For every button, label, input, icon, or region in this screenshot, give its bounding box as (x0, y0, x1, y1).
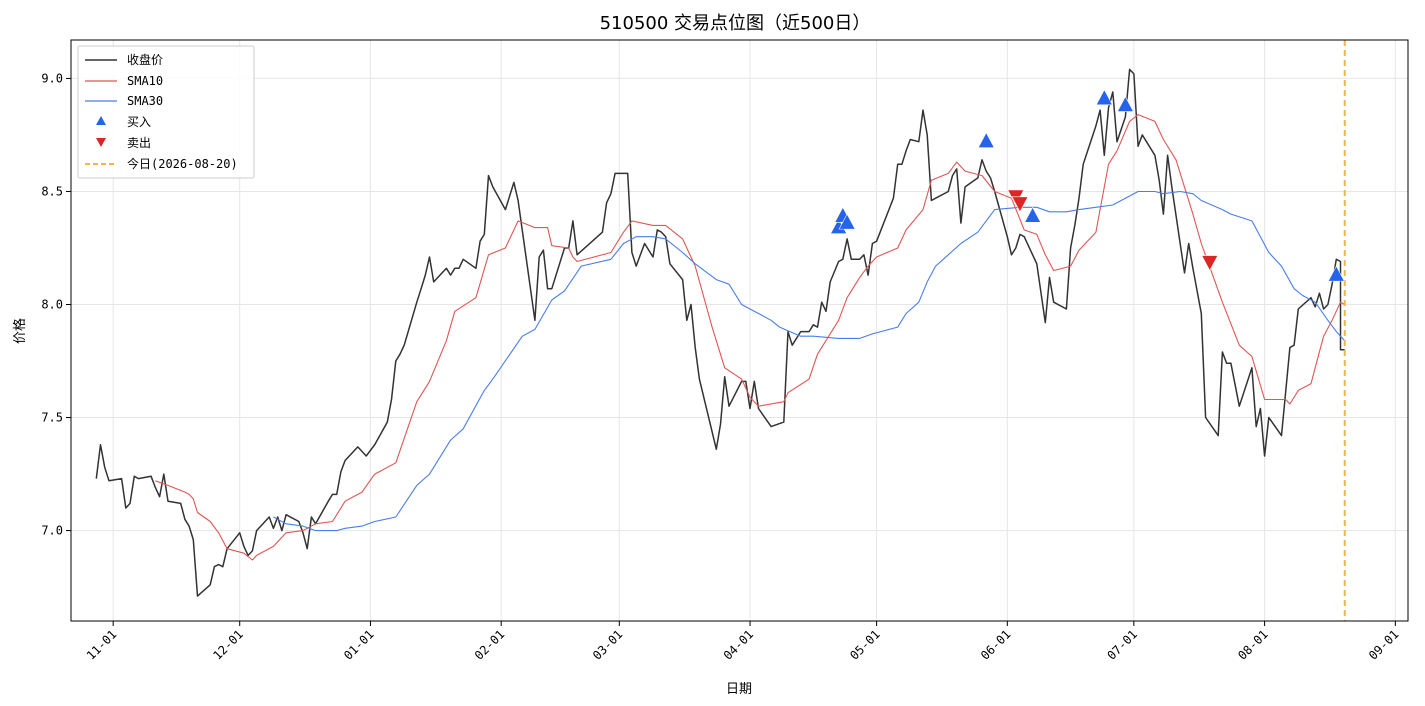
y-tick-label: 7.0 (41, 524, 63, 538)
y-axis: 7.0 7.5 8.0 8.5 9.0 (41, 71, 71, 538)
legend-label-close: 收盘价 (127, 52, 163, 67)
x-tick-label: 02-01 (472, 627, 507, 662)
x-tick-label: 07-01 (1105, 627, 1140, 662)
x-axis: 11-01 12-01 01-01 02-01 03-01 04-01 05-01 06-01… (84, 621, 1401, 663)
buy-marker (1116, 95, 1134, 112)
sell-marker (1201, 255, 1219, 272)
series-lines (95, 68, 1346, 597)
grid (71, 40, 1408, 621)
y-tick-label: 8.5 (41, 184, 63, 198)
x-tick-label: 05-01 (847, 627, 882, 662)
x-tick-label: 04-01 (721, 627, 756, 662)
legend: 收盘价 SMA10 SMA30 买入 卖出 今日(2026-08-20) (77, 45, 255, 179)
plot-frame (70, 39, 1409, 622)
chart-title: 510500 交易点位图（近500日） (600, 13, 871, 34)
legend-label-buy: 买入 (127, 115, 151, 129)
sma30-line (273, 190, 1346, 532)
y-tick-label: 7.5 (41, 411, 63, 425)
buy-marker (838, 213, 856, 230)
x-tick-label: 09-01 (1366, 627, 1401, 662)
buy-marker (977, 132, 995, 149)
x-tick-label: 01-01 (341, 627, 376, 662)
close-price-line (95, 68, 1345, 597)
legend-label-sma30: SMA30 (127, 94, 163, 108)
legend-label-today: 今日(2026-08-20) (127, 156, 238, 171)
y-tick-label: 9.0 (41, 71, 63, 85)
x-tick-label: 03-01 (590, 627, 625, 662)
legend-label-sell: 卖出 (127, 136, 151, 150)
buy-marker (1095, 89, 1113, 106)
legend-buy-triangle-icon (96, 116, 106, 125)
legend-box (77, 45, 255, 179)
sell-marker (1011, 196, 1029, 213)
x-tick-label: 11-01 (84, 627, 119, 662)
x-tick-label: 08-01 (1235, 627, 1270, 662)
legend-sell-triangle-icon (96, 138, 106, 147)
buy-marker (1024, 206, 1042, 223)
buy-marker (1327, 265, 1345, 282)
sma10-line (155, 114, 1345, 561)
x-axis-label: 日期 (726, 682, 752, 697)
trade-markers (830, 89, 1345, 282)
y-axis-label: 价格 (12, 318, 28, 344)
y-tick-label: 8.0 (41, 298, 63, 312)
legend-label-sma10: SMA10 (127, 74, 163, 88)
x-tick-label: 06-01 (978, 627, 1013, 662)
x-tick-label: 12-01 (210, 627, 245, 662)
